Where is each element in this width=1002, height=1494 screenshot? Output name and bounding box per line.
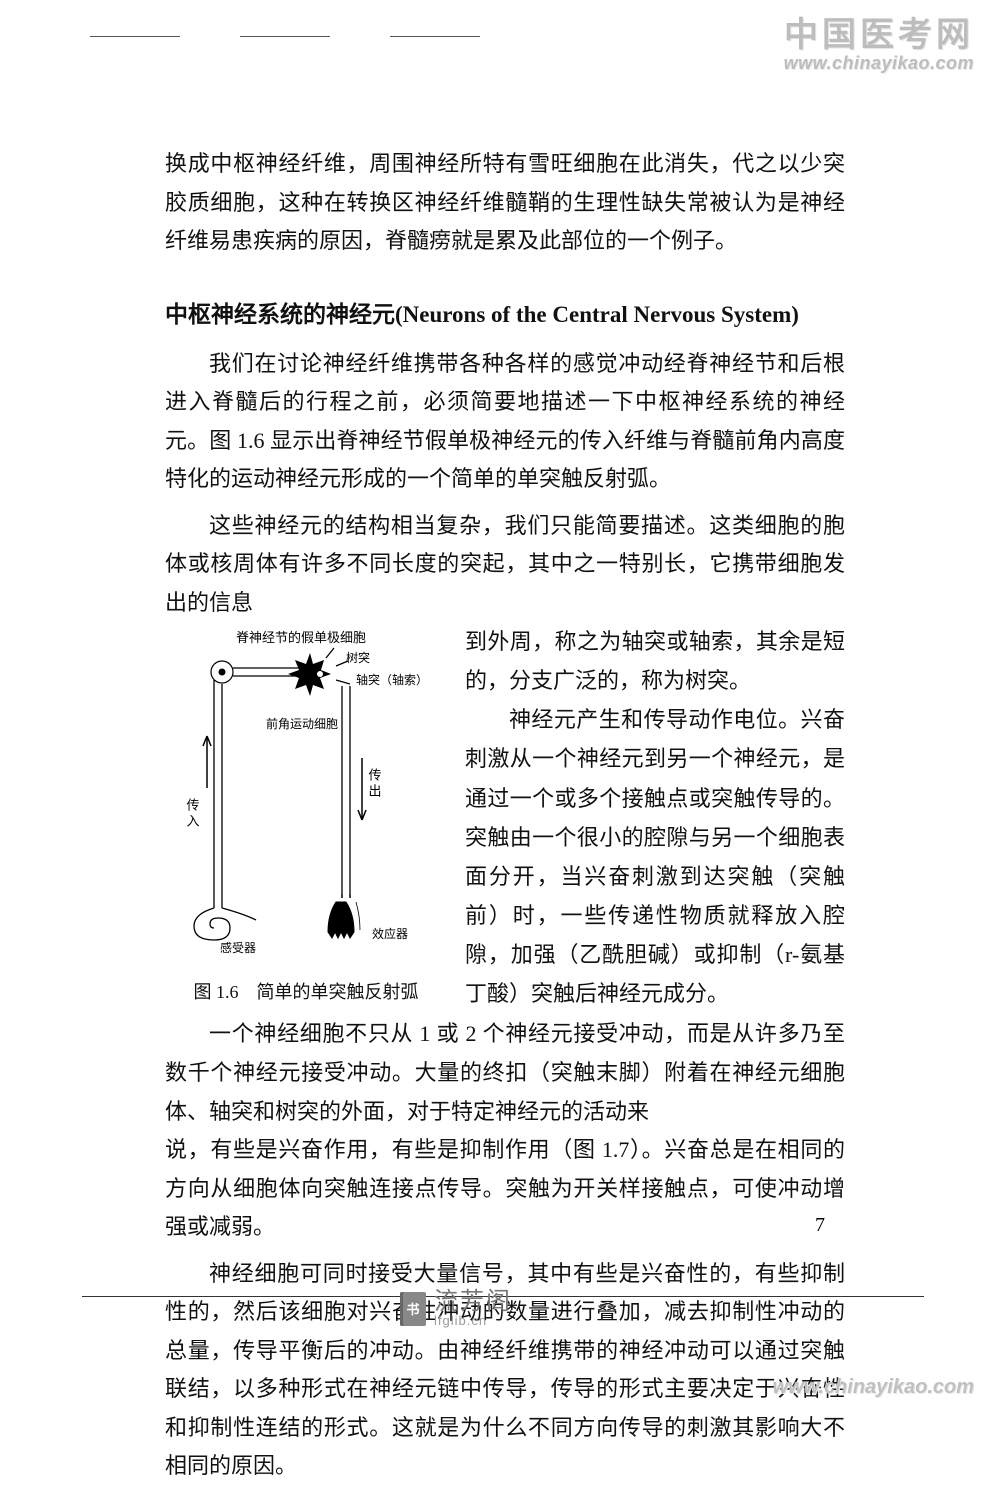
page-number: 7 [815,1214,825,1237]
section-title: 中枢神经系统的神经元(Neurons of the Central Nervou… [165,295,845,329]
fig-label-anterior-horn: 前角运动细胞 [266,716,338,731]
after-figure-paragraph: 说，有些是兴奋作用，有些是抑制作用（图 1.7）。兴奋总是在相同的方向从细胞体向… [165,1131,845,1247]
section-title-cn: 中枢神经系统的神经元 [165,301,395,327]
footer-logo: 书 流芳阁 lfglib.cn [400,1290,512,1327]
fig-label-top: 脊神经节的假单极细胞 [236,630,366,645]
body-paragraph-1: 我们在讨论神经纤维携带各种各样的感觉冲动经脊神经节和后根进入脊髓后的行程之前，必… [165,345,845,499]
section-title-en: (Neurons of the Central Nervous System) [395,302,799,327]
fig-label-axon: 轴突（轴索） [356,672,428,687]
fig-label-receptor: 感受器 [220,940,256,955]
figure-1-6: 脊神经节的假单极细胞 树突 轴突（轴索） [165,628,447,1004]
col-paragraph-3: 一个神经细胞不只从 1 或 2 个神经元接受冲动，而是从许多乃至数千个神经元接受… [165,1014,845,1131]
body-paragraph-2-lead: 这些神经元的结构相当复杂，我们只能简要描述。这类细胞的胞体或核周体有许多不同长度… [165,507,845,623]
fig-label-dendrite: 树突 [346,650,370,665]
watermark-top: 中国医考网 www.chinayikao.com [784,18,974,73]
watermark-top-en: www.chinayikao.com [784,54,974,73]
header-rules [90,36,480,37]
book-icon: 书 [400,1292,426,1326]
fig-label-efferent: 传 出 [367,768,382,798]
reflex-arc-diagram: 脊神经节的假单极细胞 树突 轴突（轴索） [176,628,436,968]
intro-paragraph: 换成中枢神经纤维，周围神经所特有雪旺细胞在此消失，代之以少突胶质细胞，这种在转换… [165,145,845,261]
figure-caption: 图 1.6 简单的单突触反射弧 [165,978,447,1004]
fig-label-afferent: 传 入 [185,798,200,828]
fig-label-effector: 效应器 [372,926,408,941]
footer-logo-cn: 流芳阁 [434,1290,512,1314]
footer-logo-en: lfglib.cn [434,1314,512,1327]
watermark-top-cn: 中国医考网 [784,18,974,54]
watermark-bottom: www.chinayikao.com [772,1376,974,1399]
figure-text-wrap: 脊神经节的假单极细胞 树突 轴突（轴索） [165,622,845,1131]
